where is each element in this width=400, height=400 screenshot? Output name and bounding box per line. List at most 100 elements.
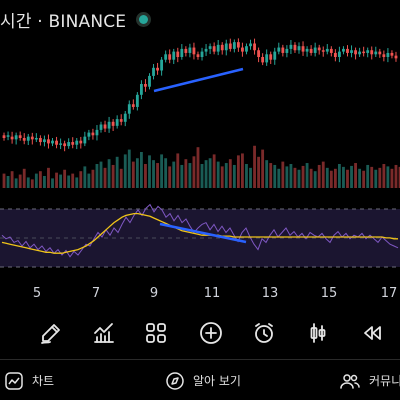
volume-bar — [220, 166, 224, 188]
volume-bar — [75, 177, 79, 188]
candle-body — [200, 51, 204, 57]
nav-explore[interactable]: 알아 보기 — [166, 361, 241, 400]
candle-body — [180, 48, 184, 57]
candle-body — [241, 47, 244, 52]
candle-body — [184, 48, 188, 53]
candle-body — [103, 124, 107, 129]
candle-body — [273, 51, 277, 60]
candle-body — [119, 119, 123, 122]
nav-community[interactable]: 커뮤니 — [340, 361, 400, 400]
candle-body — [115, 119, 119, 126]
candle-body — [71, 142, 75, 145]
people-icon — [340, 372, 360, 390]
candle-body — [297, 46, 301, 51]
volume-bar — [333, 168, 337, 188]
volume-bar — [329, 170, 333, 188]
candle-body — [26, 136, 30, 141]
candle-body — [374, 51, 378, 55]
volume-bar — [188, 163, 192, 188]
candle-body — [350, 50, 353, 53]
candle-body — [148, 75, 151, 87]
volume-bar — [55, 172, 58, 188]
candle-body — [329, 48, 333, 53]
volume-bar — [148, 155, 151, 188]
volume-bar — [160, 154, 164, 188]
candle-body — [253, 43, 256, 51]
volume-bar — [30, 179, 34, 188]
candlestick-icon[interactable] — [301, 316, 335, 350]
volume-bar — [273, 164, 277, 188]
volume-bar — [164, 158, 168, 188]
candle-body — [51, 140, 54, 144]
x-tick-label: 13 — [262, 286, 279, 301]
chart-line-icon — [5, 371, 23, 390]
candle-body — [164, 54, 168, 60]
candle-body — [204, 48, 208, 52]
volume-bar — [370, 166, 374, 188]
candle-body — [59, 143, 63, 145]
volume-bar — [184, 159, 188, 188]
rsi-ma-line — [1, 212, 398, 254]
volume-bar — [22, 168, 26, 188]
volume-bar — [26, 177, 30, 188]
volume-bar — [342, 166, 345, 188]
nav-chart-label: 차트 — [32, 374, 55, 388]
bottom-nav: 차트 알아 보기 커뮤니 — [0, 361, 400, 400]
volume-bar — [261, 149, 265, 188]
volume-bar — [378, 167, 382, 188]
candle-body — [362, 51, 366, 54]
volume-bar — [38, 171, 42, 188]
volume-series — [2, 145, 400, 188]
candle-body — [232, 42, 236, 49]
volume-bar — [208, 158, 212, 188]
candle-body — [18, 135, 22, 138]
volume-bar — [135, 158, 139, 188]
volume-bar — [18, 174, 22, 188]
candle-body — [144, 84, 147, 87]
volume-bar — [95, 164, 99, 188]
price-trendline — [153, 67, 244, 93]
candle-body — [342, 48, 345, 52]
candle-body — [285, 48, 289, 53]
candle-body — [196, 54, 200, 57]
candle-body — [216, 44, 220, 52]
volume-bar — [265, 160, 269, 188]
candle-body — [228, 43, 232, 49]
volume-bar — [180, 164, 184, 188]
pencil-icon[interactable] — [34, 316, 68, 350]
candle-body — [55, 140, 58, 145]
volume-bar — [285, 166, 289, 188]
volume-bar — [293, 167, 297, 188]
x-tick-label: 17 — [381, 286, 398, 301]
volume-bar — [79, 171, 83, 188]
volume-bar — [374, 169, 378, 188]
candle-body — [10, 136, 14, 140]
volume-bar — [83, 166, 87, 188]
volume-bar — [196, 147, 200, 188]
grid-icon[interactable] — [139, 316, 173, 350]
candle-body — [6, 135, 10, 137]
plus-circle-icon[interactable] — [194, 316, 228, 350]
price-chart[interactable]: 5 7 9 11 13 15 17 — [0, 0, 400, 310]
candle-body — [337, 51, 341, 57]
replay-icon[interactable] — [355, 316, 389, 350]
volume-bar — [2, 173, 6, 188]
volume-bar — [176, 153, 180, 188]
candle-body — [378, 51, 382, 55]
nav-chart[interactable]: 차트 — [5, 361, 54, 400]
volume-bar — [43, 176, 46, 188]
indicators-icon[interactable] — [87, 316, 121, 350]
volume-bar — [51, 178, 54, 188]
candle-body — [224, 43, 228, 51]
volume-bar — [127, 149, 131, 188]
volume-bar — [281, 161, 285, 188]
candlestick-series — [2, 38, 398, 152]
volume-bar — [362, 170, 366, 188]
nav-community-label: 커뮤니 — [369, 374, 400, 388]
volume-bar — [107, 159, 111, 188]
volume-bar — [253, 145, 256, 188]
candle-body — [249, 43, 252, 47]
x-tick-label: 7 — [92, 286, 100, 301]
candle-body — [277, 47, 281, 52]
alarm-clock-icon[interactable] — [247, 316, 281, 350]
